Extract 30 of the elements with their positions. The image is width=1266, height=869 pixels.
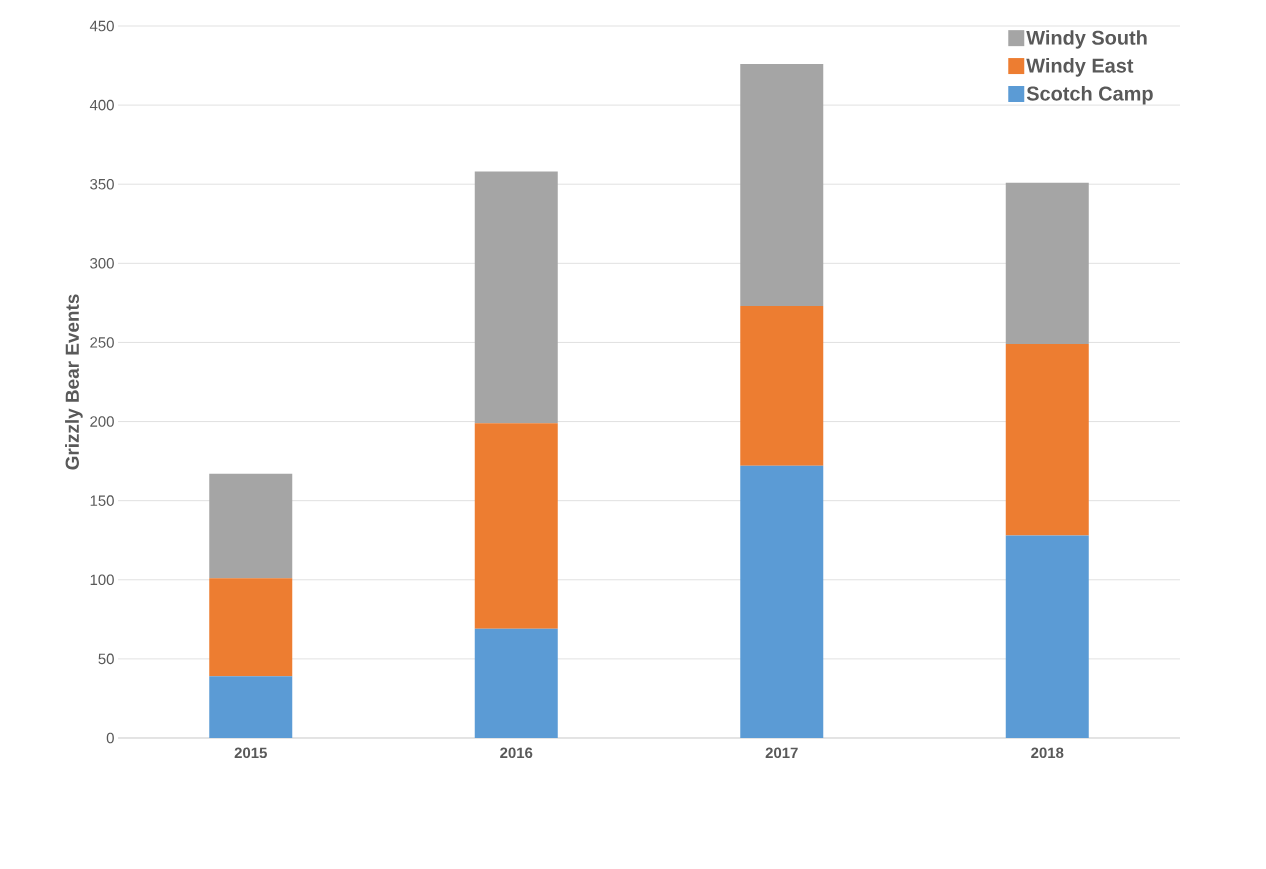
y-tick-label: 350 [90,178,114,190]
y-tick-label: 450 [89,20,114,32]
x-tick-label: 2017 [765,747,798,759]
bar [1005,344,1089,536]
legend-label: Windy South [1026,30,1147,49]
y-tick-label: 300 [90,258,114,269]
bar [474,423,558,629]
y-tick-label: 200 [90,416,114,427]
legend-label: Scotch Camp [1026,86,1153,105]
x-tick-label: 2015 [234,747,267,759]
y-tick-label: 250 [90,337,114,348]
bar [209,473,293,579]
x-tick-label: 2016 [500,747,533,759]
y-tick-label: 0 [106,732,114,744]
bar [209,676,293,738]
y-tick-label: 50 [98,653,114,665]
bar [474,628,558,738]
bar [740,63,824,307]
y-tick-label: 150 [90,495,114,506]
bar [740,306,824,466]
bar [1005,182,1089,345]
bar [474,171,558,424]
bar [740,465,824,738]
y-tick-label: 100 [90,574,114,586]
y-tick-label: 400 [89,99,114,111]
legend-label: Windy East [1026,58,1134,77]
y-axis-title: Grizzly Bear Events [65,294,83,470]
bar [209,578,293,677]
x-tick-label: 2018 [1031,747,1064,759]
bar [1005,535,1089,738]
